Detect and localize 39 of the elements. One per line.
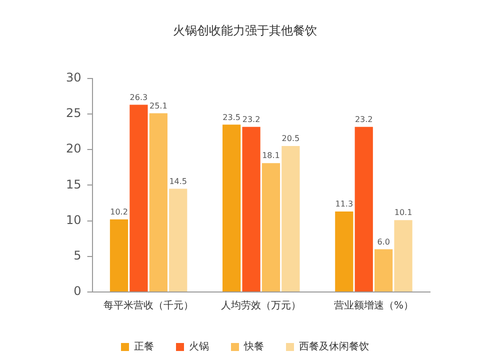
bar (110, 219, 128, 292)
data-label: 14.5 (169, 176, 188, 186)
x-tick-label: 人均劳效（万元） (221, 300, 302, 312)
y-tick-label: 0 (74, 284, 82, 298)
data-label: 20.5 (282, 134, 300, 144)
y-tick-label: 5 (74, 248, 82, 263)
data-label: 18.1 (262, 151, 280, 160)
bar (130, 104, 148, 292)
legend-label: 正餐 (134, 340, 154, 353)
chart-title: 火锅创收能力强于其他餐饮 (173, 23, 317, 38)
y-tick-label: 15 (66, 177, 82, 192)
data-label: 23.5 (222, 112, 240, 122)
data-label: 11.3 (335, 200, 354, 209)
y-tick-label: 10 (66, 212, 82, 227)
y-tick-label: 25 (66, 106, 82, 120)
bar (242, 126, 260, 292)
data-label: 23.2 (242, 114, 260, 124)
bar (374, 249, 393, 292)
bar (282, 146, 300, 292)
bar (394, 220, 412, 292)
bar (262, 163, 280, 292)
bar (335, 212, 354, 292)
data-label: 25.1 (150, 101, 168, 110)
data-label: 10.1 (394, 208, 412, 218)
x-tick-label: 每平米营收（千元） (104, 300, 194, 312)
data-label: 23.2 (354, 114, 373, 124)
bar (222, 124, 241, 292)
bar (354, 126, 373, 292)
bar (149, 113, 168, 292)
data-label: 26.3 (130, 92, 148, 102)
data-label: 6.0 (377, 237, 390, 246)
data-label: 10.2 (110, 207, 128, 216)
y-tick-label: 20 (66, 142, 82, 156)
y-tick-label: 30 (66, 70, 82, 85)
legend-label: 西餐及休闲餐饮 (299, 340, 369, 353)
x-tick-label: 营业额增速（%） (334, 300, 414, 312)
legend-label: 快餐 (243, 340, 264, 353)
bar (169, 188, 188, 292)
legend-label: 火锅 (189, 340, 209, 353)
